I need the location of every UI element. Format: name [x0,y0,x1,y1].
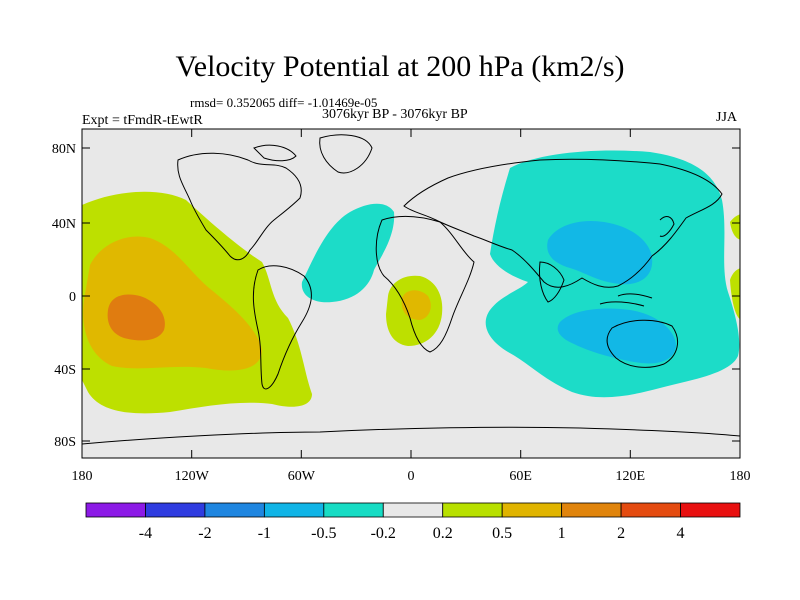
lon-tick-label: 180 [730,469,751,484]
colorbar-swatch [85,502,146,518]
colorbar-label: 0.2 [433,525,453,542]
pacific-positive-1 [107,294,165,341]
atlantic-positive-0-5 [401,290,431,320]
lat-tick-label: 80N [52,142,76,157]
colorbar-label: -0.2 [371,525,396,542]
colorbar-swatch [382,502,444,518]
colorbar-swatch [561,502,622,518]
lon-tick-label: 120W [175,469,210,484]
lon-tick-label: 180 [72,469,93,484]
season-label: JJA [716,110,738,125]
colorbar-swatch [263,502,325,518]
lat-tick-label: 0 [69,290,76,305]
colorbar-swatch [204,502,265,518]
lon-tick-label: 0 [408,469,415,484]
colorbar-label: -2 [198,525,211,542]
lon-tick-label: 120E [616,469,646,484]
map-title: Velocity Potential at 200 hPa (km2/s) [175,50,625,83]
colorbar-label: 0.5 [492,525,512,542]
period-line: 3076kyr BP - 3076kyr BP [322,107,468,122]
colorbar-swatch [501,502,563,518]
latitude-axis: 80N 40N 0 40S 80S [52,142,740,450]
lat-tick-label: 40S [54,363,76,378]
colorbar: -4 -2 -1 -0.5 -0.2 0.2 0.5 1 2 4 [85,502,741,542]
stats-line: rmsd= 0.352065 diff= -1.01469e-05 [190,95,378,110]
colorbar-swatch [442,502,503,518]
lat-tick-label: 80S [54,435,76,450]
colorbar-swatch [323,502,384,518]
colorbar-label: -4 [139,525,152,542]
atlantic-negative-0-2 [301,203,395,303]
colorbar-label: -0.5 [311,525,336,542]
colorbar-label: 2 [617,525,625,542]
east-edge-positive-0-2 [730,214,740,320]
colorbar-label: -1 [258,525,271,542]
lon-tick-label: 60E [509,469,532,484]
colorbar-swatch [680,502,741,518]
colorbar-swatch [620,502,681,518]
coastlines [82,134,740,445]
longitude-axis: 180 120W 60W 0 60E 120E 180 [72,129,751,484]
experiment-label: Expt = tFmdR-tEwtR [82,113,203,128]
lon-tick-label: 60W [288,469,316,484]
colorbar-swatch [145,502,206,518]
lat-tick-label: 40N [52,217,76,232]
asia-negative-0-5-south [557,308,676,364]
colorbar-label: 1 [558,525,566,542]
asia-negative-0-5-north [547,220,653,285]
colorbar-label: 4 [677,525,685,542]
